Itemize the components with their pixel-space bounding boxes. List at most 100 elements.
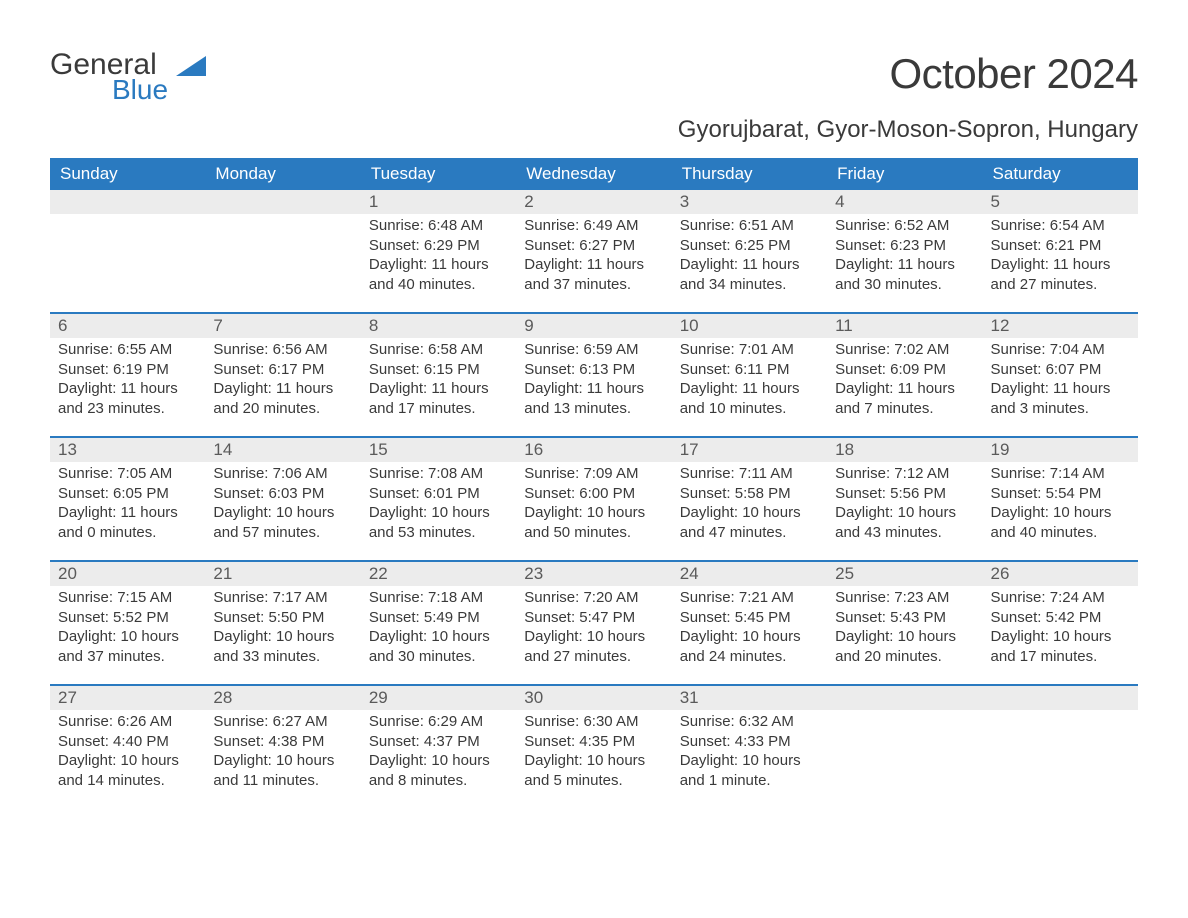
week-row: 1Sunrise: 6:48 AMSunset: 6:29 PMDaylight…: [50, 190, 1138, 312]
day-dl1: Daylight: 10 hours: [58, 627, 197, 647]
day-dl1: Daylight: 10 hours: [213, 751, 352, 771]
brand-logo: General Blue: [50, 50, 108, 104]
day-dl1: Daylight: 10 hours: [835, 627, 974, 647]
day-dl2: and 10 minutes.: [680, 399, 819, 419]
daynum-row: 3: [672, 190, 827, 214]
day-dl2: and 50 minutes.: [524, 523, 663, 543]
day-dl1: Daylight: 10 hours: [524, 503, 663, 523]
day-number: 3: [680, 192, 689, 211]
daynum-row: 18: [827, 438, 982, 462]
day-cell: [205, 190, 360, 312]
dow-cell: Saturday: [983, 158, 1138, 190]
daynum-row: 19: [983, 438, 1138, 462]
day-body: Sunrise: 7:01 AMSunset: 6:11 PMDaylight:…: [672, 338, 827, 418]
day-dl2: and 34 minutes.: [680, 275, 819, 295]
title-block: October 2024 Gyorujbarat, Gyor-Moson-Sop…: [678, 50, 1138, 144]
day-body: Sunrise: 7:24 AMSunset: 5:42 PMDaylight:…: [983, 586, 1138, 666]
location: Gyorujbarat, Gyor-Moson-Sopron, Hungary: [678, 116, 1138, 144]
day-sunrise: Sunrise: 6:30 AM: [524, 712, 663, 732]
day-dl2: and 37 minutes.: [524, 275, 663, 295]
day-body: Sunrise: 6:48 AMSunset: 6:29 PMDaylight:…: [361, 214, 516, 294]
day-sunset: Sunset: 5:42 PM: [991, 608, 1130, 628]
day-body: Sunrise: 6:56 AMSunset: 6:17 PMDaylight:…: [205, 338, 360, 418]
day-dl1: Daylight: 11 hours: [680, 255, 819, 275]
day-sunrise: Sunrise: 6:58 AM: [369, 340, 508, 360]
day-sunset: Sunset: 5:52 PM: [58, 608, 197, 628]
day-body: Sunrise: 6:27 AMSunset: 4:38 PMDaylight:…: [205, 710, 360, 790]
day-sunset: Sunset: 6:01 PM: [369, 484, 508, 504]
day-sunrise: Sunrise: 7:12 AM: [835, 464, 974, 484]
day-sunset: Sunset: 6:15 PM: [369, 360, 508, 380]
day-cell: 15Sunrise: 7:08 AMSunset: 6:01 PMDayligh…: [361, 438, 516, 560]
day-body: Sunrise: 6:51 AMSunset: 6:25 PMDaylight:…: [672, 214, 827, 294]
day-dl2: and 57 minutes.: [213, 523, 352, 543]
day-body: Sunrise: 6:55 AMSunset: 6:19 PMDaylight:…: [50, 338, 205, 418]
daynum-row: 1: [361, 190, 516, 214]
day-sunrise: Sunrise: 7:17 AM: [213, 588, 352, 608]
day-dl1: Daylight: 10 hours: [369, 627, 508, 647]
day-dl2: and 7 minutes.: [835, 399, 974, 419]
daynum-row: 23: [516, 562, 671, 586]
day-number: 12: [991, 316, 1010, 335]
day-sunset: Sunset: 5:58 PM: [680, 484, 819, 504]
day-dl1: Daylight: 10 hours: [369, 503, 508, 523]
daynum-row: 16: [516, 438, 671, 462]
day-dl2: and 30 minutes.: [369, 647, 508, 667]
day-cell: 29Sunrise: 6:29 AMSunset: 4:37 PMDayligh…: [361, 686, 516, 808]
day-cell: [50, 190, 205, 312]
day-number: 18: [835, 440, 854, 459]
day-dl1: Daylight: 10 hours: [680, 751, 819, 771]
day-dl2: and 0 minutes.: [58, 523, 197, 543]
day-cell: 5Sunrise: 6:54 AMSunset: 6:21 PMDaylight…: [983, 190, 1138, 312]
day-sunset: Sunset: 6:13 PM: [524, 360, 663, 380]
day-number: 26: [991, 564, 1010, 583]
day-cell: 18Sunrise: 7:12 AMSunset: 5:56 PMDayligh…: [827, 438, 982, 560]
day-body: Sunrise: 6:54 AMSunset: 6:21 PMDaylight:…: [983, 214, 1138, 294]
day-dl1: Daylight: 11 hours: [680, 379, 819, 399]
day-body: Sunrise: 7:21 AMSunset: 5:45 PMDaylight:…: [672, 586, 827, 666]
day-sunset: Sunset: 4:37 PM: [369, 732, 508, 752]
day-sunrise: Sunrise: 7:23 AM: [835, 588, 974, 608]
day-cell: 14Sunrise: 7:06 AMSunset: 6:03 PMDayligh…: [205, 438, 360, 560]
day-number: 29: [369, 688, 388, 707]
day-dl2: and 40 minutes.: [991, 523, 1130, 543]
day-sunrise: Sunrise: 7:09 AM: [524, 464, 663, 484]
day-number: 7: [213, 316, 222, 335]
day-cell: 11Sunrise: 7:02 AMSunset: 6:09 PMDayligh…: [827, 314, 982, 436]
day-dl2: and 40 minutes.: [369, 275, 508, 295]
day-dl1: Daylight: 10 hours: [524, 751, 663, 771]
day-sunset: Sunset: 6:19 PM: [58, 360, 197, 380]
day-number: 30: [524, 688, 543, 707]
day-sunrise: Sunrise: 6:49 AM: [524, 216, 663, 236]
week-row: 20Sunrise: 7:15 AMSunset: 5:52 PMDayligh…: [50, 560, 1138, 684]
day-dl2: and 1 minute.: [680, 771, 819, 791]
day-number: 20: [58, 564, 77, 583]
daynum-row: [205, 190, 360, 214]
day-dl2: and 37 minutes.: [58, 647, 197, 667]
day-dl2: and 3 minutes.: [991, 399, 1130, 419]
day-sunrise: Sunrise: 6:48 AM: [369, 216, 508, 236]
day-dl2: and 27 minutes.: [991, 275, 1130, 295]
day-cell: 31Sunrise: 6:32 AMSunset: 4:33 PMDayligh…: [672, 686, 827, 808]
day-dl2: and 33 minutes.: [213, 647, 352, 667]
day-body: Sunrise: 7:05 AMSunset: 6:05 PMDaylight:…: [50, 462, 205, 542]
day-sunrise: Sunrise: 7:06 AM: [213, 464, 352, 484]
day-number: [835, 688, 840, 707]
day-dl1: Daylight: 10 hours: [369, 751, 508, 771]
dow-cell: Monday: [205, 158, 360, 190]
day-dl1: Daylight: 11 hours: [369, 255, 508, 275]
day-sunset: Sunset: 4:33 PM: [680, 732, 819, 752]
day-number: [991, 688, 996, 707]
day-dl2: and 14 minutes.: [58, 771, 197, 791]
day-body: Sunrise: 7:04 AMSunset: 6:07 PMDaylight:…: [983, 338, 1138, 418]
header: General Blue October 2024 Gyorujbarat, G…: [50, 50, 1138, 144]
day-sunset: Sunset: 5:50 PM: [213, 608, 352, 628]
day-cell: 28Sunrise: 6:27 AMSunset: 4:38 PMDayligh…: [205, 686, 360, 808]
day-cell: 13Sunrise: 7:05 AMSunset: 6:05 PMDayligh…: [50, 438, 205, 560]
day-number: 6: [58, 316, 67, 335]
day-cell: 4Sunrise: 6:52 AMSunset: 6:23 PMDaylight…: [827, 190, 982, 312]
day-cell: 26 Sunrise: 7:24 AMSunset: 5:42 PMDayligh…: [983, 562, 1138, 684]
day-cell: 22Sunrise: 7:18 AMSunset: 5:49 PMDayligh…: [361, 562, 516, 684]
day-number: 23: [524, 564, 543, 583]
day-number: 31: [680, 688, 699, 707]
